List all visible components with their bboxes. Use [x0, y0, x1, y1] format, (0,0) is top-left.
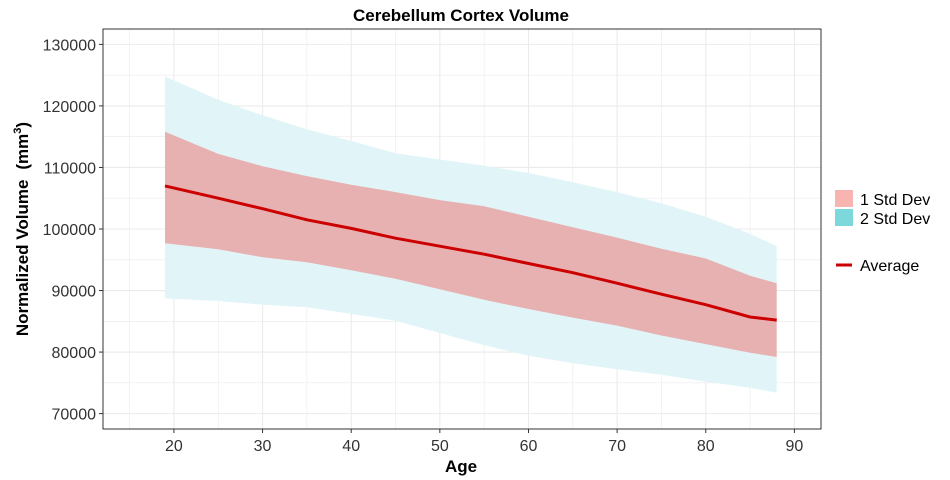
y-axis-title-unit-close: ): [13, 122, 32, 128]
x-tick-label: 60: [520, 438, 538, 455]
legend-label-average: Average: [860, 258, 919, 275]
y-tick-label: 110000: [44, 160, 96, 177]
legend-swatch-one-std-dev: [835, 190, 853, 207]
legend-label-two-std-dev: 2 Std Dev: [860, 211, 930, 228]
y-axis-title-text: Normalized Volume: [13, 180, 32, 337]
one-std-dev-band: [165, 131, 777, 357]
x-tick-label: 30: [254, 438, 272, 455]
y-axis-ticks: 70000 80000 90000 100000 110000 120000 130000: [43, 37, 103, 424]
y-tick-label: 120000: [43, 99, 96, 116]
y-tick-label: 70000: [52, 407, 97, 424]
y-axis-title: Normalized Volume (mm3): [12, 122, 32, 336]
legend: 1 Std Dev 2 Std Dev Average: [835, 190, 930, 275]
x-tick-label: 50: [431, 438, 449, 455]
y-axis-title-unit: (mm: [13, 134, 32, 170]
average-line: [164, 184, 777, 322]
chart-title: Cerebellum Cortex Volume: [353, 6, 569, 25]
x-tick-label: 20: [165, 438, 183, 455]
legend-swatch-two-std-dev: [835, 209, 853, 226]
x-axis-title: Age: [445, 457, 477, 476]
legend-label-one-std-dev: 1 Std Dev: [860, 192, 930, 209]
x-tick-label: 40: [342, 438, 360, 455]
y-tick-label: 130000: [43, 37, 96, 54]
x-tick-label: 70: [608, 438, 626, 455]
x-tick-label: 80: [697, 438, 715, 455]
y-tick-label: 90000: [52, 284, 97, 301]
x-tick-label: 90: [786, 438, 804, 455]
y-tick-label: 100000: [43, 222, 96, 239]
x-axis-ticks: 20 30 40 50 60 70 80 90: [165, 429, 803, 455]
y-axis-title-unit-exponent: 3: [12, 128, 24, 134]
y-tick-label: 80000: [52, 345, 97, 362]
